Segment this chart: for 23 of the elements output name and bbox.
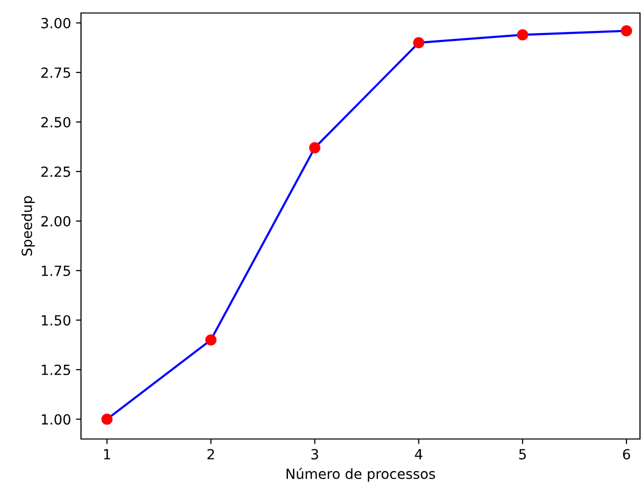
x-tick-label: 5	[519, 449, 526, 460]
y-tick-label: 1.25	[42, 364, 70, 376]
x-tick-label: 1	[104, 449, 110, 460]
y-tick-label: 1.00	[42, 414, 70, 425]
x-tick-label: 3	[311, 448, 318, 460]
x-tick-label: 4	[414, 449, 422, 460]
y-tick-label: 2.00	[41, 216, 70, 227]
y-tick-label: 2.75	[41, 67, 70, 78]
y-tick-label: 1.75	[42, 266, 70, 276]
x-tick-label: 6	[623, 448, 630, 460]
point	[413, 37, 424, 48]
point	[309, 142, 320, 154]
point	[620, 25, 632, 36]
point	[101, 414, 113, 425]
y-tick-label: 2.25	[41, 166, 70, 177]
y-axis-title: Speedup	[21, 196, 35, 256]
y-tick-label: 2.50	[41, 116, 70, 128]
point	[516, 29, 528, 40]
x-axis-title: Número de processos	[286, 468, 436, 482]
point	[205, 334, 216, 346]
y-tick-label: 1.50	[42, 315, 70, 326]
y-tick-label: 3.00	[41, 18, 70, 28]
x-tick-label: 2	[207, 448, 214, 460]
